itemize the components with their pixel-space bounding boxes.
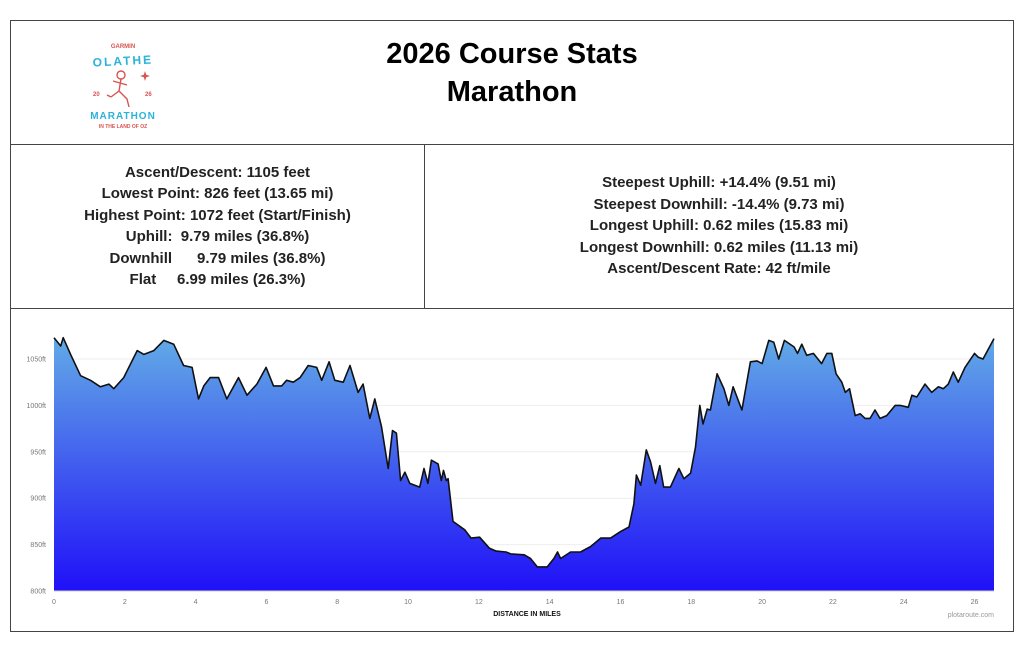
stat-steepest-uphill: Steepest Uphill: +14.4% (9.51 mi) [602, 174, 836, 192]
stat-ascent-descent: Ascent/Descent: 1105 feet [124, 163, 311, 181]
logo-year-right: 26 [145, 92, 152, 98]
elevation-area [54, 337, 994, 591]
stat-flat: Flat 6.99 miles (26.3%) [129, 271, 306, 288]
x-tick-label: 14 [546, 599, 554, 606]
stat-downhill: Downhill 9.79 miles (36.8%) [109, 249, 326, 267]
runner-icon [106, 70, 130, 108]
logo-garmin: GARMIN [111, 44, 135, 50]
y-tick-label: 1050ft [27, 357, 47, 364]
x-axis-label: DISTANCE IN MILES [493, 611, 561, 618]
logo-year-left: 20 [93, 92, 100, 98]
logo-tagline: IN THE LAND OF OZ [99, 124, 147, 130]
y-tick-label: 1000ft [27, 403, 47, 410]
x-tick-label: 10 [404, 599, 412, 606]
x-tick-label: 12 [475, 599, 483, 606]
x-tick-label: 20 [758, 599, 766, 606]
stat-highest-point: Highest Point: 1072 feet (Start/Finish) [84, 206, 351, 224]
header: GARMIN OLATHE 20 26 MARATHON IN THE LAND… [11, 21, 1013, 145]
x-tick-label: 18 [687, 599, 695, 606]
sparkle-icon [140, 71, 150, 81]
page-title: 2026 Course Stats [386, 38, 638, 70]
elevation-chart: 800ft 850ft 900ft 950ft 1000ft 1050ft 0 2 4 6 8 10 1… [11, 308, 1013, 633]
x-tick-label: 22 [829, 599, 837, 606]
stats-section: Ascent/Descent: 1105 feet Lowest Point: … [11, 144, 1013, 309]
stats-right: Steepest Uphill: +14.4% (9.51 mi) Steepe… [425, 144, 1013, 308]
course-stats-card: GARMIN OLATHE 20 26 MARATHON IN THE LAND… [10, 20, 1014, 632]
elevation-line [53, 336, 995, 568]
stat-steepest-downhill: Steepest Downhill: -14.4% (9.73 mi) [593, 195, 845, 213]
x-tick-label: 8 [335, 599, 339, 606]
logo-marathon: MARATHON [90, 111, 156, 122]
x-tick-label: 6 [264, 599, 268, 606]
logo-olathe: OLATHE [92, 52, 153, 69]
page-subtitle: Marathon [446, 76, 578, 108]
stat-longest-downhill: Longest Downhill: 0.62 miles (11.13 mi) [579, 238, 859, 256]
stat-lowest-point: Lowest Point: 826 feet (13.65 mi) [101, 185, 334, 202]
credit-link[interactable]: plotaroute.com [948, 612, 994, 619]
stat-rate: Ascent/Descent Rate: 42 ft/mile [607, 260, 831, 278]
olathe-marathon-logo: GARMIN OLATHE 20 26 MARATHON IN THE LAND… [90, 44, 156, 130]
x-tick-label: 24 [900, 599, 908, 606]
stat-longest-uphill: Longest Uphill: 0.62 miles (15.83 mi) [589, 217, 849, 235]
x-tick-label: 26 [971, 599, 979, 606]
stat-uphill: Uphill: 9.79 miles (36.8%) [125, 228, 310, 245]
x-tick-label: 2 [123, 599, 127, 606]
stats-left: Ascent/Descent: 1105 feet Lowest Point: … [11, 144, 425, 308]
x-tick-label: 0 [52, 599, 56, 606]
y-tick-label: 950ft [30, 449, 46, 456]
y-tick-label: 850ft [30, 542, 46, 549]
y-tick-label: 800ft [30, 589, 46, 596]
x-tick-label: 4 [194, 599, 198, 606]
y-tick-label: 900ft [30, 496, 46, 503]
x-tick-label: 16 [617, 599, 625, 606]
